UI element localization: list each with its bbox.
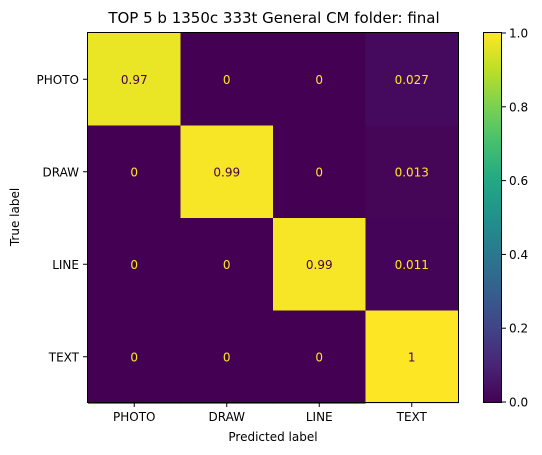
cell-value-label: 0.027: [395, 73, 429, 87]
cell-value-label: 0.99: [213, 165, 240, 179]
y-tick-label: DRAW: [42, 165, 79, 179]
matrix-cell: [365, 218, 459, 312]
matrix-cell: [273, 125, 367, 219]
cell-value-label: 0: [130, 165, 138, 179]
y-tick-label: PHOTO: [37, 73, 79, 87]
chart-title: TOP 5 b 1350c 333t General CM folder: fi…: [107, 9, 439, 27]
colorbar-ticks: 0.0 0.2 0.4 0.6 0.8 1.0: [502, 27, 528, 410]
cell-value-label: 0: [130, 258, 138, 272]
matrix-cells: [88, 33, 459, 404]
x-tick-label: TEXT: [396, 410, 428, 424]
y-tick-label: TEXT: [48, 350, 80, 364]
matrix-cell-labels: 0.97 0 0 0.027 0 0.99 0 0.013 0 0 0.99 0.011 0 0 0 1: [121, 73, 429, 365]
x-axis-ticks: PHOTO DRAW LINE TEXT: [113, 403, 428, 424]
cell-value-label: 0.013: [395, 165, 429, 179]
colorbar-tick-label: 1.0: [509, 27, 528, 41]
matrix-cell: [365, 125, 459, 219]
cell-value-label: 1: [408, 350, 416, 364]
matrix-cell: [180, 218, 274, 312]
matrix-cell: [273, 33, 367, 127]
cell-value-label: 0: [315, 73, 323, 87]
matrix-cell: [88, 33, 182, 127]
colorbar-tick-label: 0.0: [509, 396, 528, 410]
y-axis-label: True label: [8, 188, 22, 247]
matrix-cell: [365, 33, 459, 127]
matrix-cell: [88, 310, 182, 404]
matrix-cell: [273, 218, 367, 312]
matrix-cell: [365, 310, 459, 404]
colorbar-tick-label: 0.4: [509, 248, 528, 262]
colorbar: [483, 32, 502, 403]
matrix-cell: [180, 33, 274, 127]
matrix-cell: [273, 310, 367, 404]
y-tick-label: LINE: [52, 258, 79, 272]
cell-value-label: 0: [315, 165, 323, 179]
cell-value-label: 0.99: [306, 258, 333, 272]
cell-value-label: 0: [223, 350, 231, 364]
matrix-frame: [87, 32, 459, 403]
cell-value-label: 0.97: [121, 73, 148, 87]
x-tick-label: DRAW: [208, 410, 245, 424]
colorbar-tick-label: 0.2: [509, 322, 528, 336]
matrix-cell: [88, 218, 182, 312]
x-tick-label: PHOTO: [113, 410, 155, 424]
cell-value-label: 0: [130, 350, 138, 364]
cell-value-label: 0: [223, 258, 231, 272]
colorbar-tick-label: 0.6: [509, 174, 528, 188]
y-axis-ticks: PHOTO DRAW LINE TEXT: [37, 73, 87, 364]
x-tick-label: LINE: [306, 410, 333, 424]
x-axis-label: Predicted label: [228, 430, 317, 444]
cell-value-label: 0: [223, 73, 231, 87]
cell-value-label: 0.011: [395, 258, 429, 272]
matrix-cell: [88, 125, 182, 219]
cell-value-label: 0: [315, 350, 323, 364]
matrix-cell: [180, 310, 274, 404]
matrix-cell: [180, 125, 274, 219]
colorbar-tick-label: 0.8: [509, 100, 528, 114]
